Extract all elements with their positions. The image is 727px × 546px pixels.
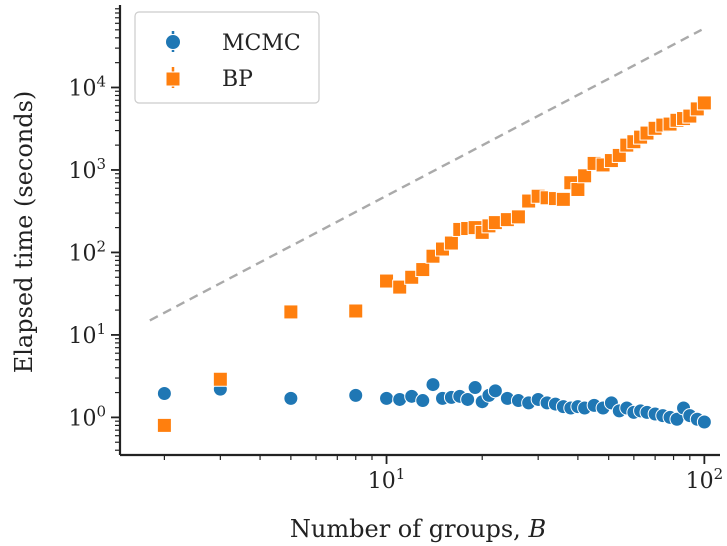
series-mcmc bbox=[156, 377, 712, 430]
data-point bbox=[348, 387, 364, 403]
ticks-layer: 101 102 100 101 102 103 104 bbox=[68, 8, 724, 494]
y-axis-label: Elapsed time (seconds) bbox=[10, 91, 38, 374]
data-point bbox=[156, 417, 172, 433]
data-point bbox=[283, 390, 299, 406]
data-point bbox=[570, 181, 586, 197]
legend-mcmc-label: MCMC bbox=[222, 31, 301, 56]
y-tick-label: 101 bbox=[68, 320, 106, 349]
data-point bbox=[156, 385, 172, 401]
data-point bbox=[392, 279, 408, 295]
data-point bbox=[379, 273, 395, 289]
y-tick-label: 102 bbox=[68, 237, 106, 266]
data-point bbox=[415, 262, 431, 278]
legend-bp-label: BP bbox=[222, 67, 253, 92]
data-point bbox=[460, 391, 476, 407]
y-tick-label: 104 bbox=[68, 72, 106, 101]
legend: MCMC BP bbox=[134, 11, 320, 104]
series-bp bbox=[156, 95, 712, 433]
y-tick-label: 103 bbox=[68, 155, 106, 184]
legend-bp-marker bbox=[165, 71, 181, 87]
data-point bbox=[443, 235, 459, 251]
x-tick-label: 101 bbox=[368, 465, 406, 494]
data-point bbox=[425, 377, 441, 393]
marks-layer bbox=[156, 95, 712, 433]
data-point bbox=[283, 304, 299, 320]
data-point bbox=[379, 390, 395, 406]
data-point bbox=[555, 191, 571, 207]
y-tick-label: 100 bbox=[68, 402, 106, 431]
data-point bbox=[696, 414, 712, 430]
data-point bbox=[212, 371, 228, 387]
data-point bbox=[415, 393, 431, 409]
data-point bbox=[510, 209, 526, 225]
legend-frame bbox=[134, 11, 320, 104]
legend-mcmc-marker bbox=[165, 34, 181, 50]
data-point bbox=[577, 168, 593, 184]
data-point bbox=[404, 269, 420, 285]
x-axis-label: Number of groups, B bbox=[290, 515, 546, 543]
x-tick-label: 102 bbox=[686, 465, 724, 494]
data-point bbox=[467, 380, 483, 396]
data-point bbox=[348, 303, 364, 319]
data-point bbox=[487, 383, 503, 399]
data-point bbox=[696, 95, 712, 111]
